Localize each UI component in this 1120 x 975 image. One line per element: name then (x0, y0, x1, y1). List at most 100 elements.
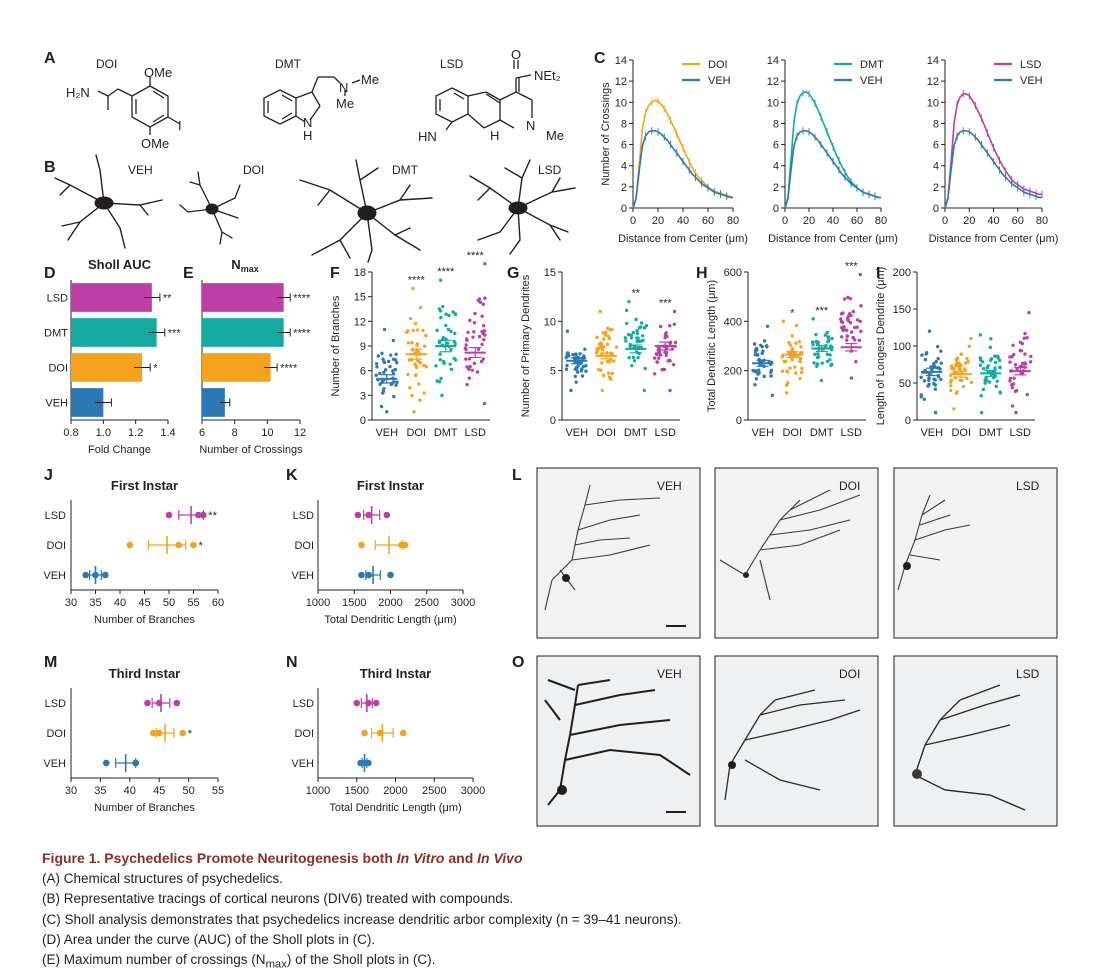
chart-title: Third Instar (109, 666, 181, 681)
x-tick-label: 40 (827, 215, 839, 227)
data-point (1013, 363, 1018, 367)
data-point (393, 367, 398, 372)
data-point (760, 351, 764, 356)
data-point (467, 367, 471, 371)
panel-letter-a: A (44, 50, 56, 67)
data-point (441, 304, 445, 309)
data-point (383, 511, 391, 519)
data-point (472, 320, 477, 325)
data-point (1010, 354, 1014, 359)
data-point (995, 379, 999, 383)
y-tick-label: 14 (927, 55, 939, 67)
x-tick-label: 0 (630, 215, 636, 227)
data-point (798, 356, 803, 361)
panel-letter-g: G (507, 265, 519, 282)
data-point (988, 345, 993, 350)
bar-veh (202, 388, 225, 417)
x-tick-label: 2500 (415, 597, 439, 609)
sholl-chart-c3: 0 2 4 6 8 10 12 14 0 20 40 60 80 Distance from Center… (927, 55, 1059, 245)
data-point (1010, 383, 1014, 387)
x-tick-label: DMT (434, 427, 458, 439)
x-tick-label: 50 (182, 785, 194, 797)
significance-mark: ** (163, 293, 172, 305)
y-tick-label: 12 (354, 316, 366, 328)
micrograph-o-label-lsd: LSD (1016, 667, 1040, 681)
micrograph-o-label-veh: VEH (657, 667, 682, 681)
y-tick-label: 12 (615, 76, 627, 88)
data-point (102, 571, 109, 579)
data-point (979, 410, 984, 415)
data-point (464, 343, 468, 347)
y-tick-label: 6 (933, 140, 939, 152)
data-point (1023, 352, 1027, 356)
data-point (825, 352, 830, 356)
data-point (959, 352, 963, 356)
data-point (814, 339, 818, 344)
data-point (657, 350, 661, 354)
bar-dmt (202, 318, 284, 347)
data-point (581, 364, 586, 369)
data-point (1008, 376, 1013, 380)
data-point (939, 349, 943, 353)
data-point (601, 345, 606, 349)
data-point (927, 378, 931, 383)
micrograph-o-label-doi: DOI (839, 667, 860, 681)
category-label: DOI (48, 363, 68, 375)
category-label: LSD (293, 510, 314, 522)
caption-title-in-vivo: In Vivo (477, 850, 523, 866)
data-point (969, 336, 973, 341)
data-point (800, 366, 804, 371)
data-point (858, 272, 862, 277)
data-point (150, 729, 157, 737)
caption-line-e: (E) Maximum number of crossings (Nmax) o… (42, 950, 1082, 975)
tracing-dmt (299, 159, 433, 263)
data-point (967, 344, 972, 349)
data-point (574, 367, 579, 371)
data-point (810, 340, 815, 344)
data-point (453, 342, 457, 346)
data-point (670, 347, 675, 351)
data-point (435, 379, 439, 383)
data-point (406, 372, 410, 377)
caption-title-in-vitro: In Vitro (396, 850, 445, 866)
data-point (624, 339, 628, 343)
x-tick-label: 30 (65, 785, 77, 797)
data-point (657, 346, 661, 351)
data-point (179, 729, 187, 737)
data-point (994, 384, 999, 389)
data-point (375, 365, 379, 369)
data-point (1014, 410, 1018, 415)
data-point (451, 310, 455, 314)
caption-line-c: (C) Sholl analysis demonstrates that psy… (42, 911, 682, 927)
data-point (936, 356, 940, 361)
y-tick-label: 14 (615, 55, 627, 67)
data-point (408, 316, 413, 321)
data-point (424, 365, 429, 369)
x-tick-label: 35 (94, 785, 106, 797)
category-label: VEH (45, 398, 68, 410)
data-point (765, 324, 770, 328)
data-point (466, 330, 470, 334)
data-point (978, 363, 983, 367)
x-tick-label: 2500 (422, 785, 446, 797)
chart-title: First Instar (111, 478, 178, 493)
data-point (600, 348, 605, 352)
dmt-indole-h: H (303, 128, 312, 143)
x-tick-label: 30 (65, 597, 77, 609)
data-point (923, 357, 928, 362)
data-point (794, 323, 799, 328)
data-point (379, 404, 384, 409)
significance-mark: *** (815, 305, 829, 317)
data-point (624, 308, 629, 313)
y-tick-label: 6 (773, 140, 779, 152)
data-point (819, 378, 824, 383)
data-point (435, 328, 439, 333)
x-tick-label: VEH (375, 427, 398, 439)
data-point (797, 339, 802, 344)
lsd-net2: NEt₂ (534, 68, 561, 83)
y-tick-label: 5 (550, 366, 556, 378)
panel-letter-h: H (696, 265, 708, 282)
category-label: VEH (43, 758, 66, 770)
y-tick-label: 200 (724, 366, 742, 378)
data-point (655, 360, 660, 364)
